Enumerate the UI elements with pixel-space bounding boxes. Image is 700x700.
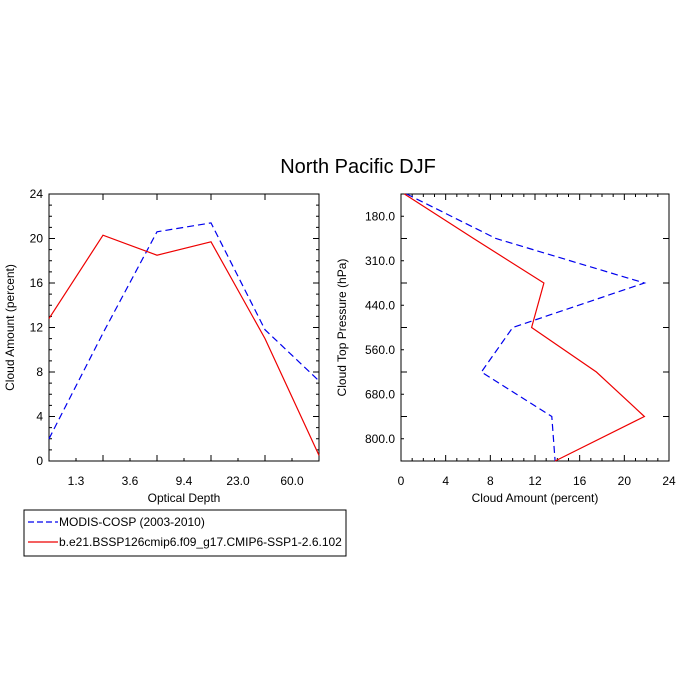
plot2-xtick-label: 24 (662, 474, 676, 488)
plot1-ytick-label: 16 (30, 276, 44, 290)
plot1-ytick-label: 8 (36, 365, 43, 379)
plot2-xtick-label: 0 (398, 474, 405, 488)
plot1-xtick-label: 23.0 (226, 474, 250, 488)
legend: MODIS-COSP (2003-2010) b.e21.BSSP126cmip… (23, 509, 347, 557)
plot1-x-axis-label: Optical Depth (148, 491, 221, 505)
chart-title: North Pacific DJF (280, 156, 436, 178)
plot2-xtick-label: 20 (618, 474, 632, 488)
plot2-frame (400, 193, 670, 462)
plot2-ytick-label: 800.0 (365, 432, 395, 446)
plot1-ytick-label: 20 (30, 232, 44, 246)
plot1-xtick-label: 9.4 (176, 474, 193, 488)
plot2-xtick-label: 16 (573, 474, 587, 488)
legend-box (23, 509, 347, 557)
plot1-series-modis-line (48, 222, 320, 440)
plot1-ytick-label: 24 (30, 187, 44, 201)
plot2-series-model-line (404, 193, 646, 462)
plot2-xtick-label: 8 (487, 474, 494, 488)
plot2-x-axis-label: Cloud Amount (percent) (472, 491, 599, 505)
plot2-xtick-label: 12 (528, 474, 542, 488)
plot2-xtick-label: 4 (442, 474, 449, 488)
plot1-ytick-label: 0 (36, 454, 43, 468)
plot1-frame (48, 193, 320, 462)
plot1-series-model-line (48, 234, 320, 456)
plot1-ytick-label: 4 (36, 410, 43, 424)
plot2-ytick-label: 560.0 (365, 343, 395, 357)
plot1-y-axis-label: Cloud Amount (percent) (3, 264, 17, 391)
plot2-y-axis-label: Cloud Top Pressure (hPa) (335, 259, 349, 397)
plot1-xtick-label: 60.0 (280, 474, 304, 488)
plot1-ytick-label: 12 (30, 321, 44, 335)
legend-label-model: b.e21.BSSP126cmip6.f09_g17.CMIP6-SSP1-2.… (59, 535, 342, 549)
cloud-top-pressure-plot: 0 4 8 12 16 20 24 180.0 310.0 440.0 560.0 680.0 800.… (335, 193, 676, 505)
plot2-series-modis-line (406, 193, 647, 462)
plot2-ytick-label: 440.0 (365, 298, 395, 312)
plot1-xtick-label: 1.3 (68, 474, 85, 488)
plot2-ytick-label: 680.0 (365, 387, 395, 401)
optical-depth-plot: 0 4 8 12 16 20 24 1.3 3.6 9.4 23.0 60.0 Optical Dept… (3, 187, 320, 505)
plot1-xtick-label: 3.6 (122, 474, 139, 488)
legend-label-modis: MODIS-COSP (2003-2010) (59, 515, 205, 529)
plot2-ytick-label: 310.0 (365, 254, 395, 268)
plot2-ytick-label: 180.0 (365, 209, 395, 223)
